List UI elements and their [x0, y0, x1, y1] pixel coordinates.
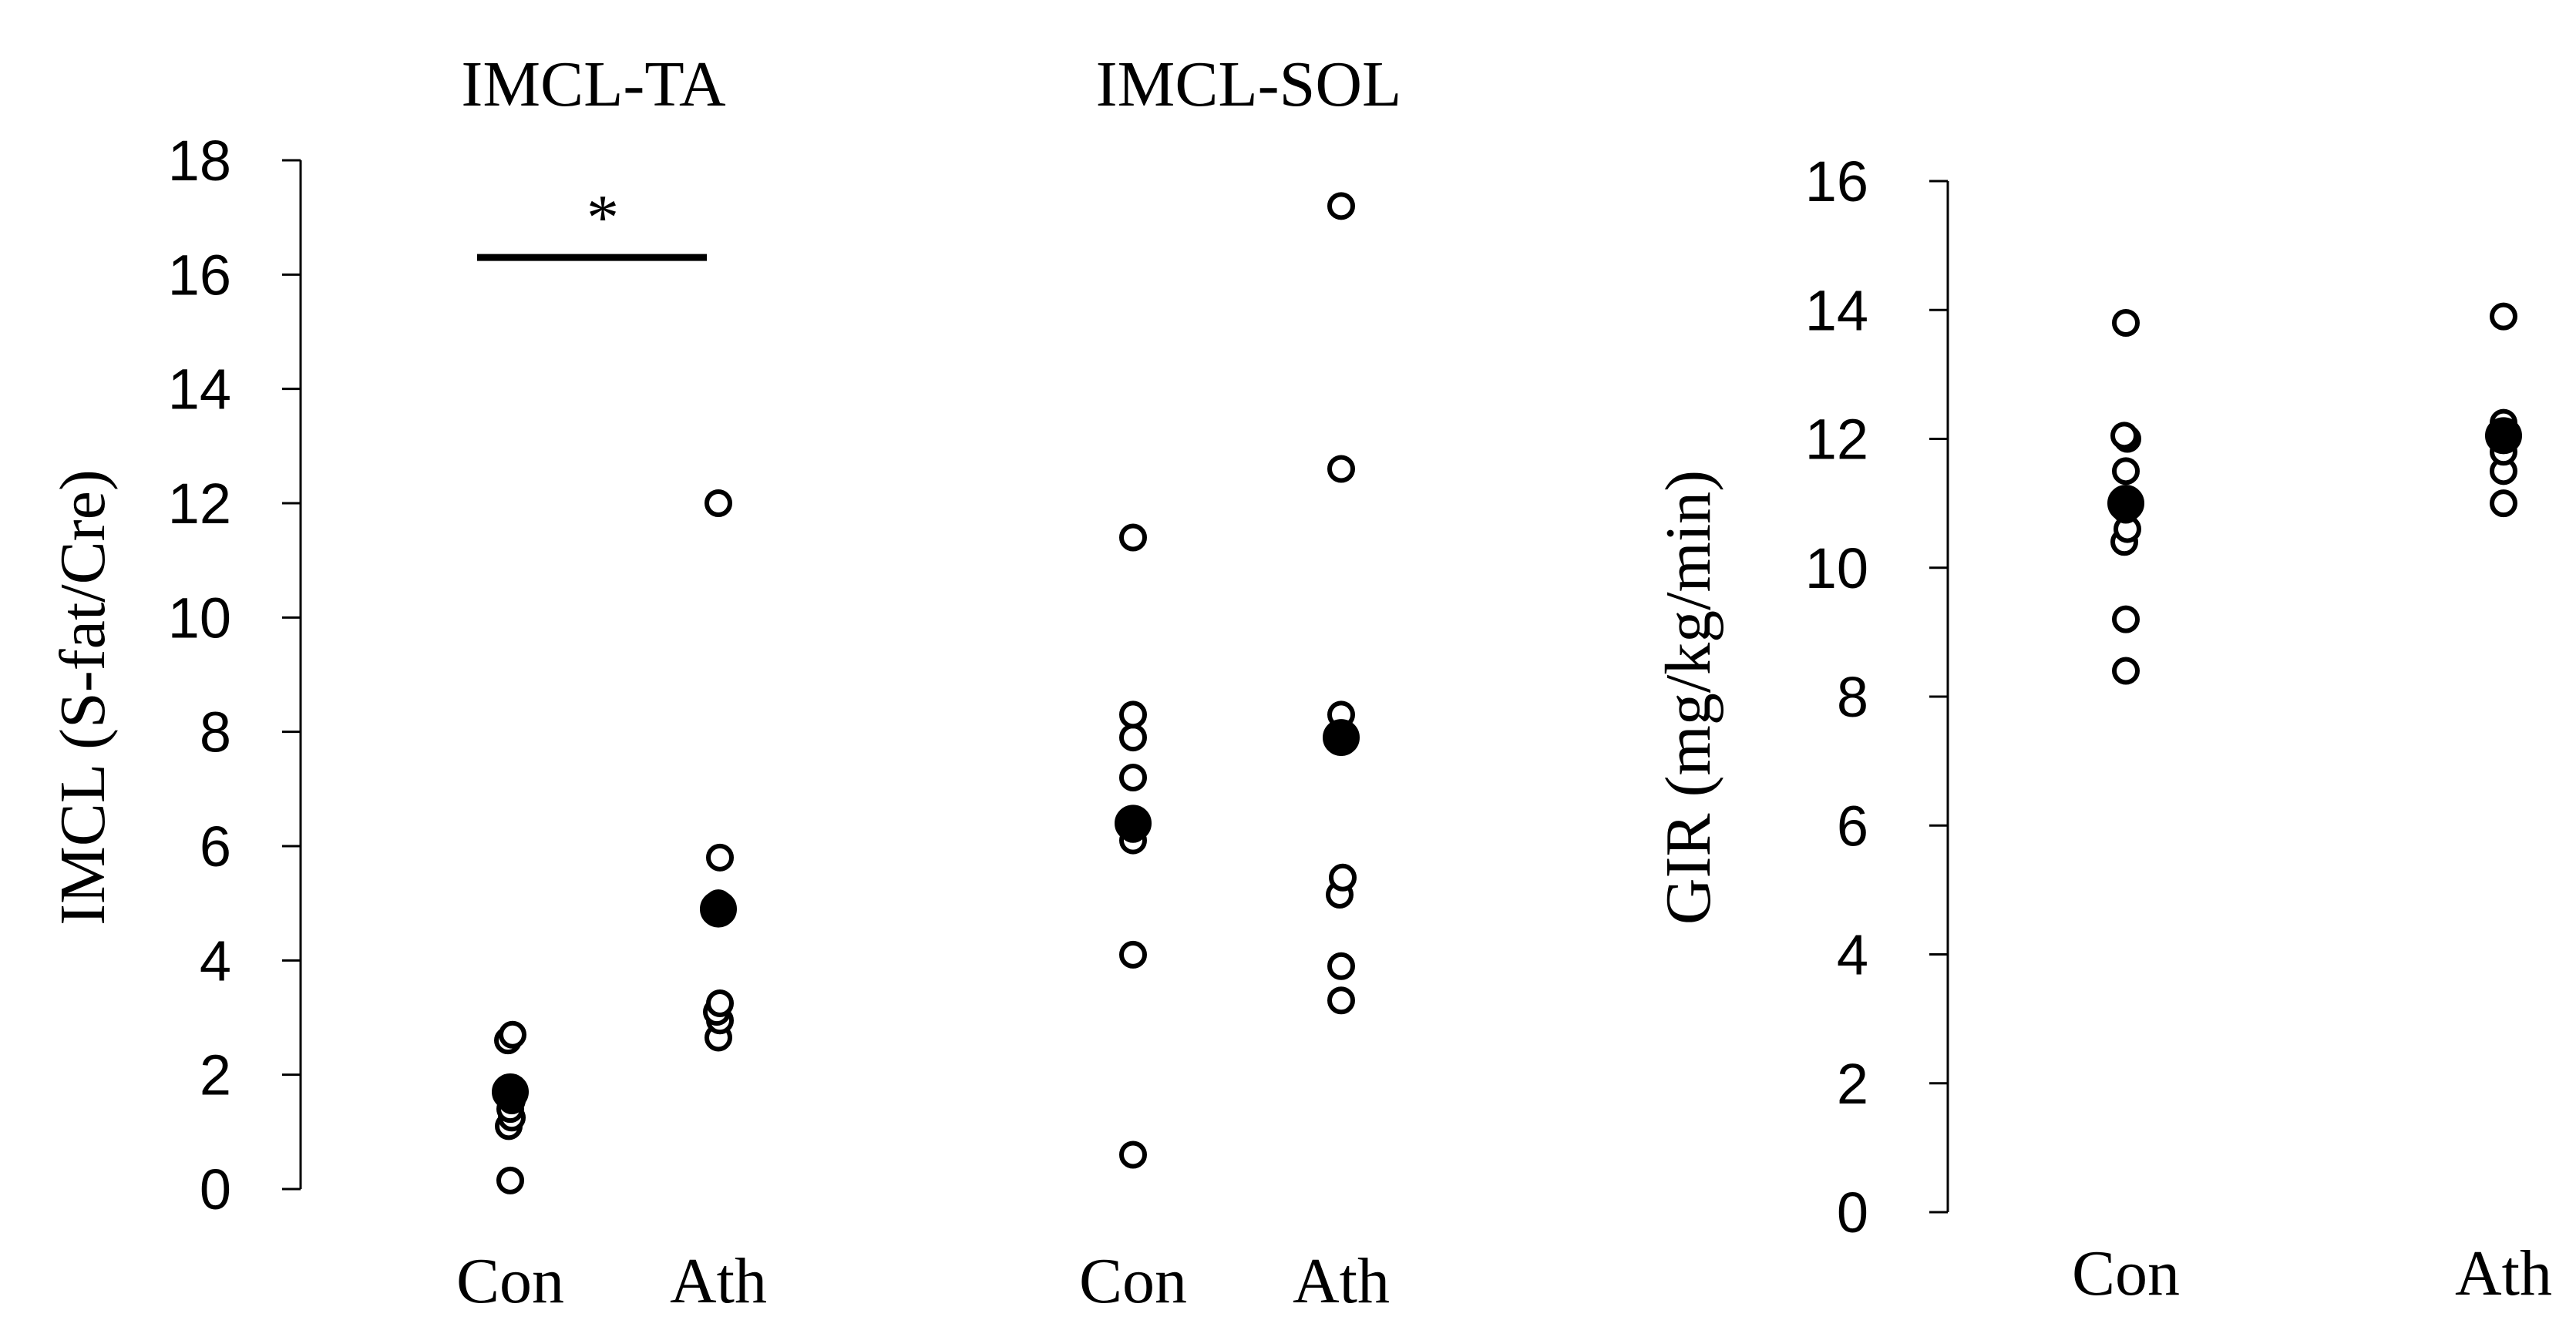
y-tick-label: 16 [1805, 149, 1868, 213]
data-point-con [1119, 724, 1147, 752]
data-point-ath [1329, 863, 1357, 892]
data-point-ath [1327, 455, 1355, 483]
data-point-con [1119, 523, 1147, 552]
data-point-ath [705, 489, 732, 517]
panel-title-imcl-ta: IMCL-TA [461, 49, 726, 120]
y-tick-label: 6 [200, 815, 231, 878]
data-point-ath [1327, 986, 1355, 1015]
data-point-con [2112, 457, 2140, 485]
axes-layer [282, 159, 1949, 1214]
y-tick-label: 8 [200, 700, 231, 764]
data-point-ath [706, 989, 734, 1017]
data-point-con [499, 1020, 526, 1049]
y-tick-label: 0 [1837, 1181, 1868, 1245]
data-point-ath [1327, 952, 1355, 980]
x-tick-label-ath: Ath [670, 1245, 767, 1317]
y-tick-label: 10 [168, 586, 231, 650]
data-point-con [1119, 1140, 1147, 1169]
text-layer: IMCL-TA IMCL-SOL IMCL (S-fat/Cre) GIR (m… [47, 49, 2552, 1317]
mean-point-con [492, 1073, 529, 1110]
y-tick-label: 0 [200, 1157, 231, 1221]
marks-layer [477, 192, 2522, 1194]
significance-star: * [587, 182, 619, 254]
data-point-ath [2490, 302, 2517, 331]
x-tick-label-ath: Ath [1293, 1245, 1390, 1317]
x-tick-label-con: Con [456, 1245, 564, 1317]
y-axis-label-imcl: IMCL (S-fat/Cre) [47, 469, 119, 925]
mean-point-ath [1323, 719, 1360, 757]
y-tick-label: 2 [200, 1043, 231, 1107]
y-tick-label: 4 [200, 929, 231, 993]
data-point-ath [1327, 192, 1355, 220]
mean-point-con [2107, 485, 2144, 522]
data-point-con [1119, 700, 1147, 729]
y-tick-label: 12 [168, 472, 231, 536]
data-point-con [1119, 940, 1147, 969]
mean-point-ath [2485, 417, 2522, 455]
x-tick-label-ath: Ath [2455, 1238, 2552, 1309]
panel-title-imcl-sol: IMCL-SOL [1096, 49, 1402, 120]
y-tick-label: 14 [1805, 278, 1868, 342]
mean-point-con [1115, 805, 1152, 842]
y-tick-label: 10 [1805, 536, 1868, 600]
data-point-con [1119, 764, 1147, 791]
data-point-ath [2490, 489, 2517, 518]
data-point-con [2110, 422, 2138, 450]
y-tick-label: 16 [168, 243, 231, 307]
data-point-con [2112, 657, 2140, 685]
mean-point-ath [700, 890, 737, 928]
x-tick-label-con: Con [2072, 1238, 2180, 1309]
y-tick-label: 2 [1837, 1052, 1868, 1116]
data-point-con [496, 1166, 524, 1194]
y-tick-label: 6 [1837, 794, 1868, 858]
x-tick-label-con: Con [1079, 1245, 1187, 1317]
data-point-con [2112, 605, 2140, 633]
y-tick-label: 14 [168, 358, 231, 422]
y-tick-label: 18 [168, 129, 231, 193]
y-tick-label: 4 [1837, 923, 1868, 987]
y-tick-label: 12 [1805, 408, 1868, 472]
data-point-ath [706, 843, 734, 872]
data-point-con [2112, 308, 2140, 337]
y-tick-label: 8 [1837, 665, 1868, 729]
y-axis-label-gir: GIR (mg/kg/min) [1653, 470, 1724, 925]
